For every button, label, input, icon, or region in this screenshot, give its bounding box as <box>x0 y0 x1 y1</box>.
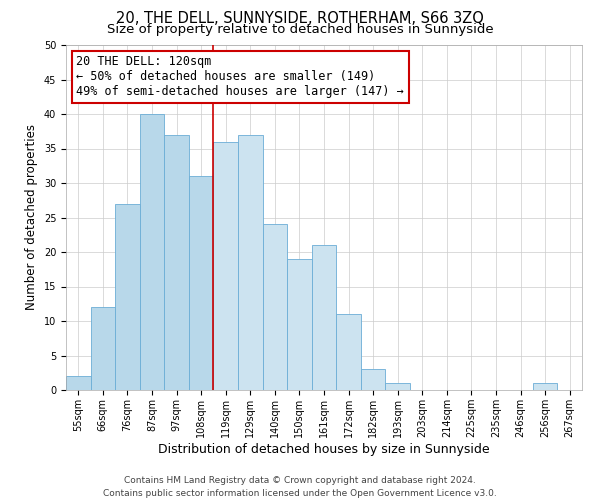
Bar <box>115 204 140 390</box>
Bar <box>263 224 287 390</box>
Text: 20, THE DELL, SUNNYSIDE, ROTHERHAM, S66 3ZQ: 20, THE DELL, SUNNYSIDE, ROTHERHAM, S66 … <box>116 11 484 26</box>
Text: Size of property relative to detached houses in Sunnyside: Size of property relative to detached ho… <box>107 22 493 36</box>
Bar <box>312 245 336 390</box>
Bar <box>189 176 214 390</box>
Bar <box>533 383 557 390</box>
X-axis label: Distribution of detached houses by size in Sunnyside: Distribution of detached houses by size … <box>158 442 490 456</box>
Bar <box>214 142 238 390</box>
Bar <box>287 259 312 390</box>
Bar <box>91 307 115 390</box>
Text: 20 THE DELL: 120sqm
← 50% of detached houses are smaller (149)
49% of semi-detac: 20 THE DELL: 120sqm ← 50% of detached ho… <box>76 56 404 98</box>
Y-axis label: Number of detached properties: Number of detached properties <box>25 124 38 310</box>
Bar <box>336 314 361 390</box>
Bar <box>361 370 385 390</box>
Bar <box>66 376 91 390</box>
Text: Contains HM Land Registry data © Crown copyright and database right 2024.
Contai: Contains HM Land Registry data © Crown c… <box>103 476 497 498</box>
Bar <box>140 114 164 390</box>
Bar <box>385 383 410 390</box>
Bar <box>238 134 263 390</box>
Bar <box>164 134 189 390</box>
